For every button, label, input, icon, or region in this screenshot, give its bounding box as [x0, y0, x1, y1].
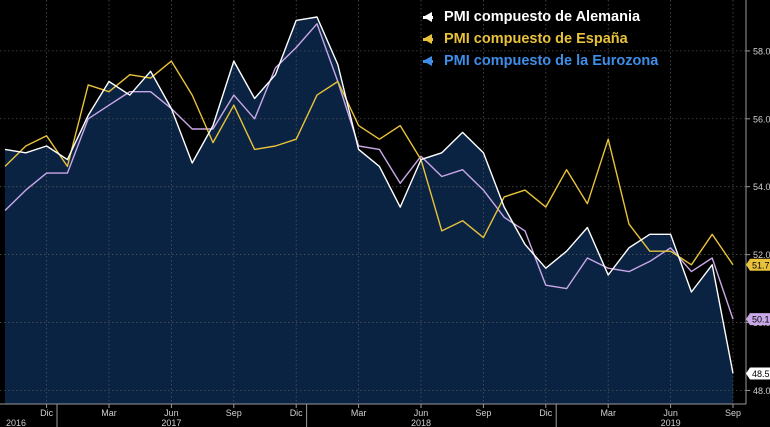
arrow-left-icon [423, 12, 433, 22]
arrow-left-icon [423, 34, 433, 44]
legend-label-eurozona: PMI compuesto de la Eurozona [444, 53, 659, 69]
legend-item-espana: PMI compuesto de España [423, 28, 658, 50]
x-tick-label: Jun [164, 408, 179, 418]
x-tick-label: Sep [226, 408, 242, 418]
end-value-badge [746, 258, 770, 271]
arrow-left-icon [423, 56, 433, 66]
x-year-label: 2018 [411, 418, 431, 427]
end-value-label: 50.1 [752, 315, 770, 325]
x-year-label: 2016 [6, 418, 26, 427]
x-tick-label: Mar [351, 408, 367, 418]
series-line [4, 60, 734, 266]
y-tick-label: 56.0 [753, 114, 770, 124]
x-year-label: 2019 [661, 418, 681, 427]
x-tick-label: Jun [663, 408, 678, 418]
legend-label-espana: PMI compuesto de España [444, 31, 628, 47]
end-value-badge [746, 313, 770, 326]
legend-item-eurozona: PMI compuesto de la Eurozona [423, 50, 658, 72]
y-tick-label: 58.0 [753, 46, 770, 56]
x-tick-label: Sep [725, 408, 741, 418]
series-line [4, 23, 734, 320]
x-tick-label: Jun [414, 408, 429, 418]
x-tick-label: Dic [290, 408, 303, 418]
x-tick-label: Dic [539, 408, 552, 418]
y-tick-label: 52.0 [753, 250, 770, 260]
area-fill [5, 17, 733, 404]
end-value-label: 51.7 [752, 260, 770, 270]
chart-legend: PMI compuesto de Alemania PMI compuesto … [423, 6, 658, 72]
legend-item-alemania: PMI compuesto de Alemania [423, 6, 658, 28]
x-tick-label: Sep [475, 408, 491, 418]
x-tick-label: Mar [600, 408, 616, 418]
y-tick-label: 48.0 [753, 386, 770, 396]
end-value-label: 48.5 [752, 369, 770, 379]
x-tick-label: Dic [40, 408, 53, 418]
end-value-badge [746, 367, 770, 380]
x-tick-label: Mar [101, 408, 117, 418]
series-line [4, 16, 734, 374]
y-tick-label: 54.0 [753, 182, 770, 192]
legend-label-alemania: PMI compuesto de Alemania [444, 9, 641, 25]
x-year-label: 2017 [161, 418, 181, 427]
